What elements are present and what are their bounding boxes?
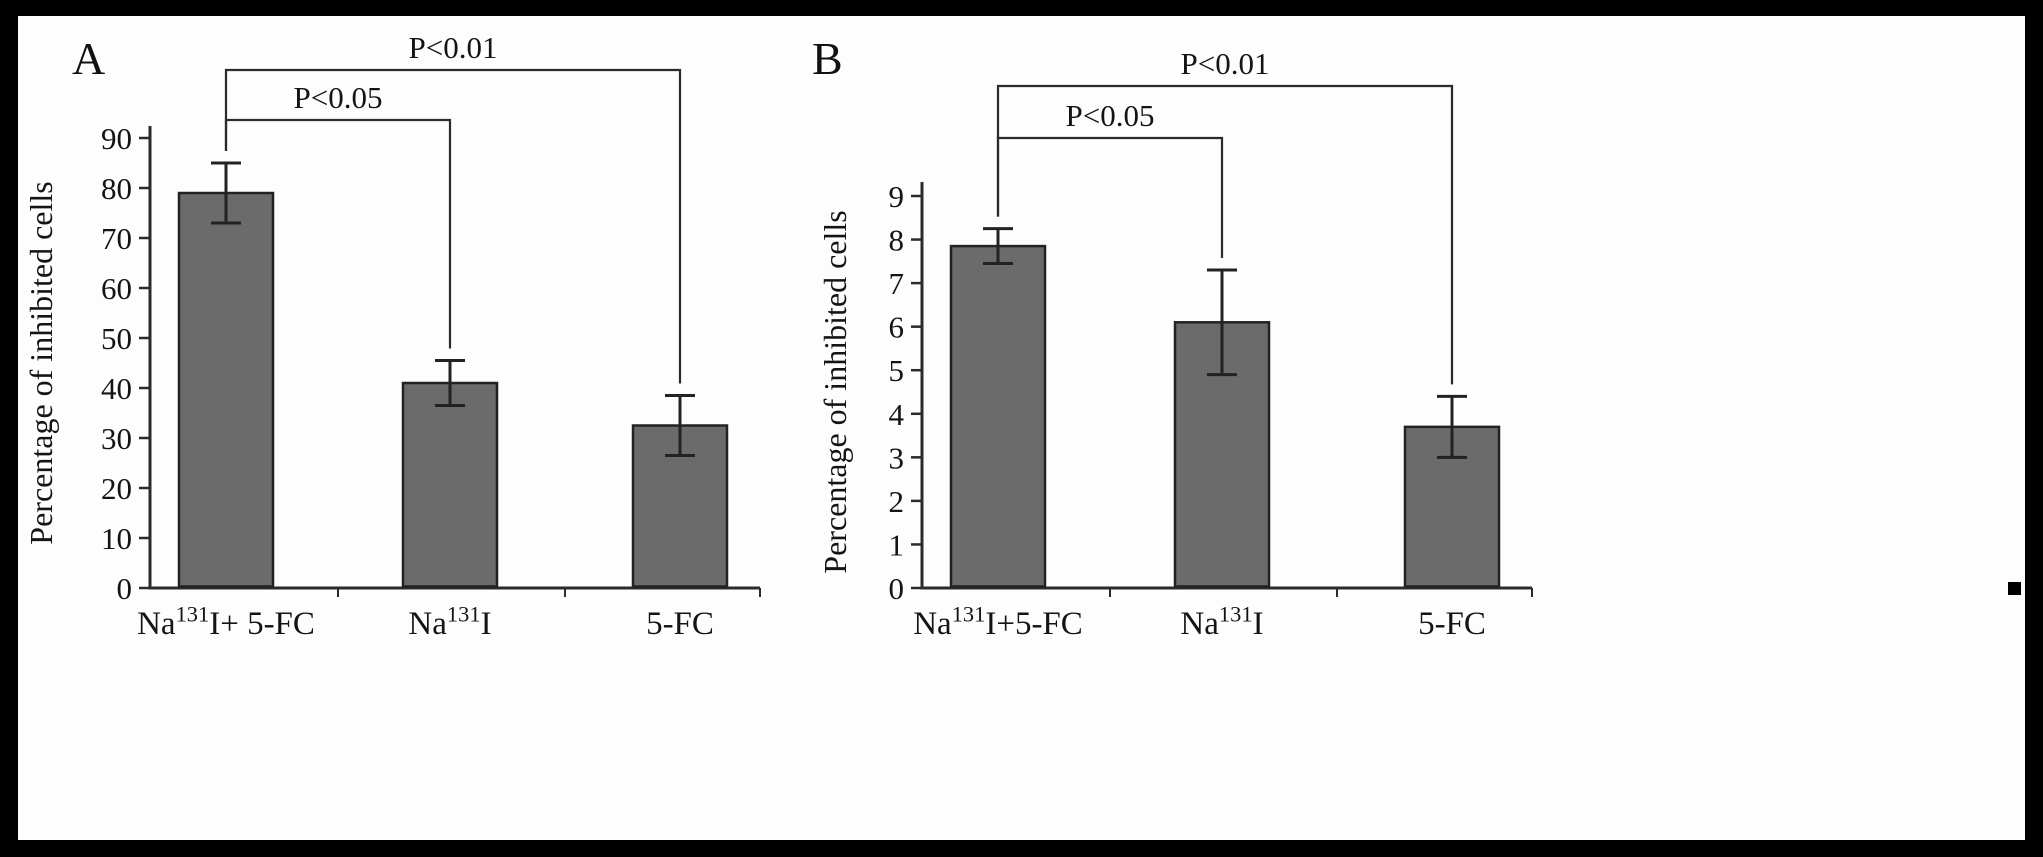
significance-label: P<0.01 xyxy=(409,30,498,65)
y-tick-label: 3 xyxy=(889,440,905,475)
bar xyxy=(177,191,275,588)
y-tick-label: 90 xyxy=(101,121,132,156)
y-tick-label: 20 xyxy=(101,471,132,506)
y-tick-label: 9 xyxy=(889,179,905,214)
y-tick-label: 8 xyxy=(889,223,905,258)
y-tick-label: 4 xyxy=(889,397,905,432)
y-tick-label: 6 xyxy=(889,310,905,345)
y-tick-label: 70 xyxy=(101,221,132,256)
significance-bracket xyxy=(996,84,1454,385)
y-tick-label: 60 xyxy=(101,271,132,306)
category-label: 5-FC xyxy=(646,606,714,642)
y-tick-label: 0 xyxy=(889,571,905,606)
scan-artifact-mark xyxy=(2008,582,2021,595)
y-axis-title: Percentage of inhibited cells xyxy=(23,181,59,544)
bar xyxy=(401,381,499,588)
y-axis-title: Percentage of inhibited cells xyxy=(817,210,853,573)
category-label: Na131I xyxy=(408,601,491,642)
significance-bracket xyxy=(224,68,682,384)
y-tick-label: 30 xyxy=(101,421,132,456)
y-tick-label: 5 xyxy=(889,353,905,388)
panel-a-label: A xyxy=(72,33,106,84)
y-tick-label: 10 xyxy=(101,521,132,556)
panel-b-label: B xyxy=(812,33,843,84)
bar xyxy=(949,244,1047,588)
category-label: Na131I+ 5-FC xyxy=(137,601,315,642)
significance-bracket xyxy=(996,136,1224,259)
y-tick-label: 40 xyxy=(101,371,132,406)
significance-label: P<0.01 xyxy=(1181,46,1270,81)
category-label: Na131I+5-FC xyxy=(913,601,1083,642)
y-tick-label: 0 xyxy=(117,571,133,606)
y-tick-label: 1 xyxy=(889,527,905,562)
category-label: Na131I xyxy=(1180,601,1263,642)
y-tick-label: 80 xyxy=(101,171,132,206)
category-label: 5-FC xyxy=(1418,606,1486,642)
y-tick-label: 2 xyxy=(889,484,905,519)
y-tick-label: 7 xyxy=(889,266,905,301)
significance-label: P<0.05 xyxy=(294,80,383,115)
panel-b-chart: 0 1 2 3 4 5 6 7 8 9 Na131I+5-FC Na131I 5-FC P<0.05 P<0… xyxy=(817,46,1533,642)
figure-background: 0 10 20 30 40 50 60 70 80 90 Na131I+ 5-FC Na131I 5-F… xyxy=(18,16,2025,840)
panel-a-chart: 0 10 20 30 40 50 60 70 80 90 Na131I+ 5-FC Na131I 5-F… xyxy=(23,30,761,642)
significance-label: P<0.05 xyxy=(1066,98,1155,133)
y-tick-label: 50 xyxy=(101,321,132,356)
